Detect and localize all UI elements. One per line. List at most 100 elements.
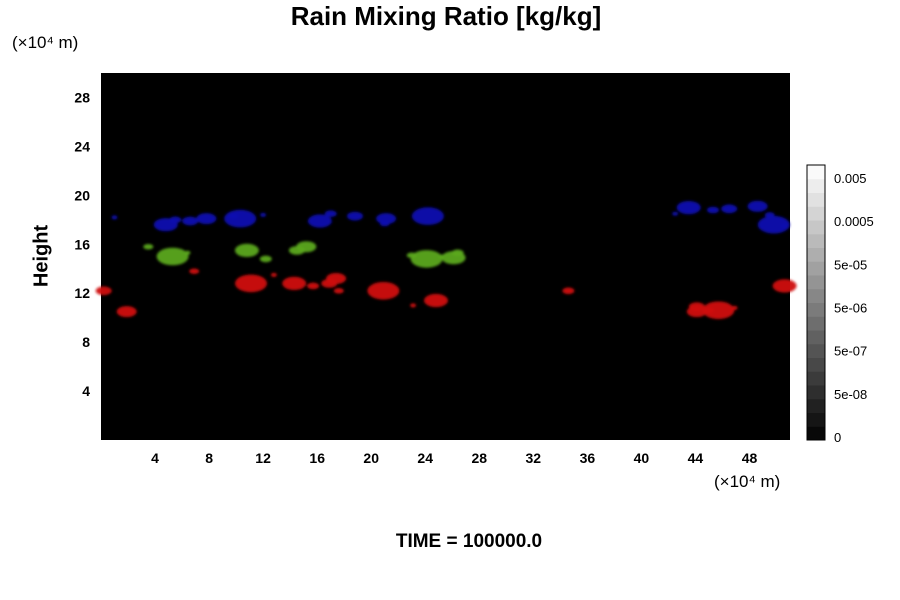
x-tick-label: 24 xyxy=(417,450,433,466)
data-point xyxy=(326,273,347,284)
y-tick-label: 20 xyxy=(74,187,90,203)
x-tick-label: 36 xyxy=(580,450,596,466)
data-point xyxy=(95,286,112,296)
y-axis-ticks: 4 8 12 16 20 24 28 xyxy=(74,90,90,400)
x-tick-label: 20 xyxy=(363,450,379,466)
data-point xyxy=(411,207,444,225)
colorbar-label: 5e-08 xyxy=(834,387,867,402)
data-point xyxy=(424,293,448,308)
data-point xyxy=(772,279,797,293)
data-point xyxy=(169,216,182,224)
data-point xyxy=(156,247,189,266)
colorbar-swatch xyxy=(807,261,825,276)
rain-features xyxy=(95,200,797,320)
data-point xyxy=(707,206,719,214)
data-point xyxy=(224,209,257,228)
data-point xyxy=(234,243,259,257)
colorbar-label: 0 xyxy=(834,430,841,445)
colorbar-label: 0.005 xyxy=(834,171,867,186)
data-point xyxy=(562,287,575,295)
colorbar-swatch xyxy=(807,165,825,180)
y-unit-label: (×10⁴ m) xyxy=(12,33,79,52)
data-point xyxy=(111,215,118,220)
colorbar-swatch xyxy=(807,426,825,441)
x-unit-label: (×10⁴ m) xyxy=(714,472,781,491)
time-label: TIME = 100000.0 xyxy=(395,531,543,552)
colorbar-swatch xyxy=(807,385,825,400)
colorbar-swatch xyxy=(807,330,825,345)
x-tick-label: 48 xyxy=(742,450,758,466)
colorbar: 0.005 0.0005 5e-05 5e-06 5e-07 5e-08 0 xyxy=(806,164,874,445)
data-point xyxy=(282,276,307,290)
data-point xyxy=(410,303,417,308)
data-point xyxy=(196,213,217,225)
colorbar-swatch xyxy=(807,192,825,207)
data-point xyxy=(182,216,199,226)
colorbar-label: 5e-07 xyxy=(834,344,867,359)
colorbar-swatch xyxy=(807,357,825,372)
data-point xyxy=(324,210,337,217)
data-point xyxy=(721,204,738,214)
chart-title: Rain Mixing Ratio [kg/kg] xyxy=(290,1,602,31)
data-point xyxy=(116,306,137,318)
colorbar-swatch xyxy=(807,220,825,235)
colorbar-swatch xyxy=(807,288,825,303)
x-tick-label: 44 xyxy=(688,450,704,466)
data-point xyxy=(270,272,277,277)
data-point xyxy=(451,249,464,257)
x-tick-label: 16 xyxy=(309,450,325,466)
colorbar-swatch xyxy=(807,398,825,413)
feature-group xyxy=(111,200,790,234)
data-point xyxy=(781,223,788,228)
data-point xyxy=(189,268,200,274)
data-point xyxy=(757,215,790,234)
data-point xyxy=(333,288,344,294)
y-tick-label: 28 xyxy=(74,90,90,106)
x-tick-label: 28 xyxy=(472,450,488,466)
colorbar-label: 0.0005 xyxy=(834,214,874,229)
data-point xyxy=(379,220,390,227)
data-point xyxy=(259,255,272,263)
x-tick-label: 4 xyxy=(151,450,159,466)
feature-group xyxy=(95,268,797,320)
colorbar-label: 5e-06 xyxy=(834,301,867,316)
colorbar-swatch xyxy=(807,316,825,331)
x-tick-label: 12 xyxy=(255,450,271,466)
data-point xyxy=(676,201,701,215)
x-tick-label: 8 xyxy=(205,450,213,466)
y-tick-label: 8 xyxy=(82,334,90,350)
colorbar-swatch xyxy=(807,178,825,193)
data-point xyxy=(747,200,768,212)
colorbar-swatch xyxy=(807,302,825,317)
feature-group xyxy=(143,241,466,268)
data-point xyxy=(702,301,735,320)
x-tick-label: 40 xyxy=(634,450,650,466)
colorbar-swatch xyxy=(807,343,825,358)
colorbar-swatch xyxy=(807,233,825,248)
colorbar-swatch xyxy=(807,247,825,262)
data-point xyxy=(296,241,317,253)
colorbar-label: 5e-05 xyxy=(834,257,867,272)
colorbar-swatch xyxy=(807,412,825,427)
data-point xyxy=(410,250,443,268)
data-point xyxy=(672,211,679,216)
data-point xyxy=(184,250,191,255)
y-tick-label: 4 xyxy=(82,383,90,399)
data-point xyxy=(376,213,397,225)
x-axis-ticks: 4 8 12 16 20 24 28 32 36 40 44 48 xyxy=(151,450,757,466)
colorbar-swatch xyxy=(807,371,825,386)
y-tick-label: 12 xyxy=(74,285,90,301)
colorbar-swatch xyxy=(807,206,825,221)
y-tick-label: 24 xyxy=(74,138,90,154)
y-tick-label: 16 xyxy=(74,236,90,252)
data-point xyxy=(143,243,154,250)
colorbar-swatch xyxy=(807,275,825,290)
x-tick-label: 32 xyxy=(526,450,542,466)
data-point xyxy=(260,212,267,217)
data-point xyxy=(307,282,320,290)
data-point xyxy=(367,282,400,300)
data-point xyxy=(307,214,332,228)
data-point xyxy=(235,274,267,293)
colorbar-frame xyxy=(806,164,826,441)
